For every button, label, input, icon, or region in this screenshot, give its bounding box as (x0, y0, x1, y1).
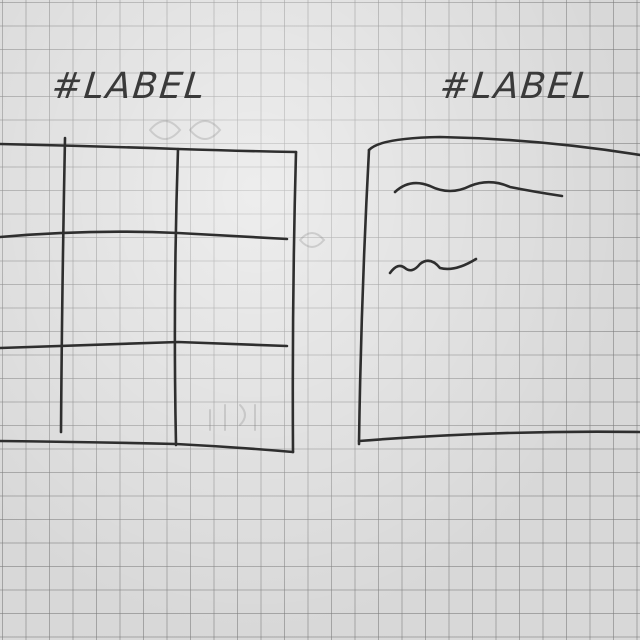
text-squiggle-line-1 (393, 180, 564, 198)
text-squiggle-line-2 (388, 257, 478, 275)
right-text-block-wireframe (357, 135, 640, 446)
table-bottom-border (0, 439, 295, 454)
show-through-marks (149, 120, 326, 431)
table-column-divider-2 (173, 147, 180, 447)
table-row-divider-1 (0, 230, 289, 241)
left-table-wireframe (0, 136, 298, 454)
table-right-border (291, 150, 298, 454)
text-block-left-border (357, 148, 371, 446)
text-block-bottom-border (357, 430, 640, 443)
table-column-divider-1 (59, 136, 67, 434)
table-row-divider-2 (0, 340, 289, 350)
text-block-top-border (367, 135, 640, 157)
table-top-border (0, 142, 298, 154)
